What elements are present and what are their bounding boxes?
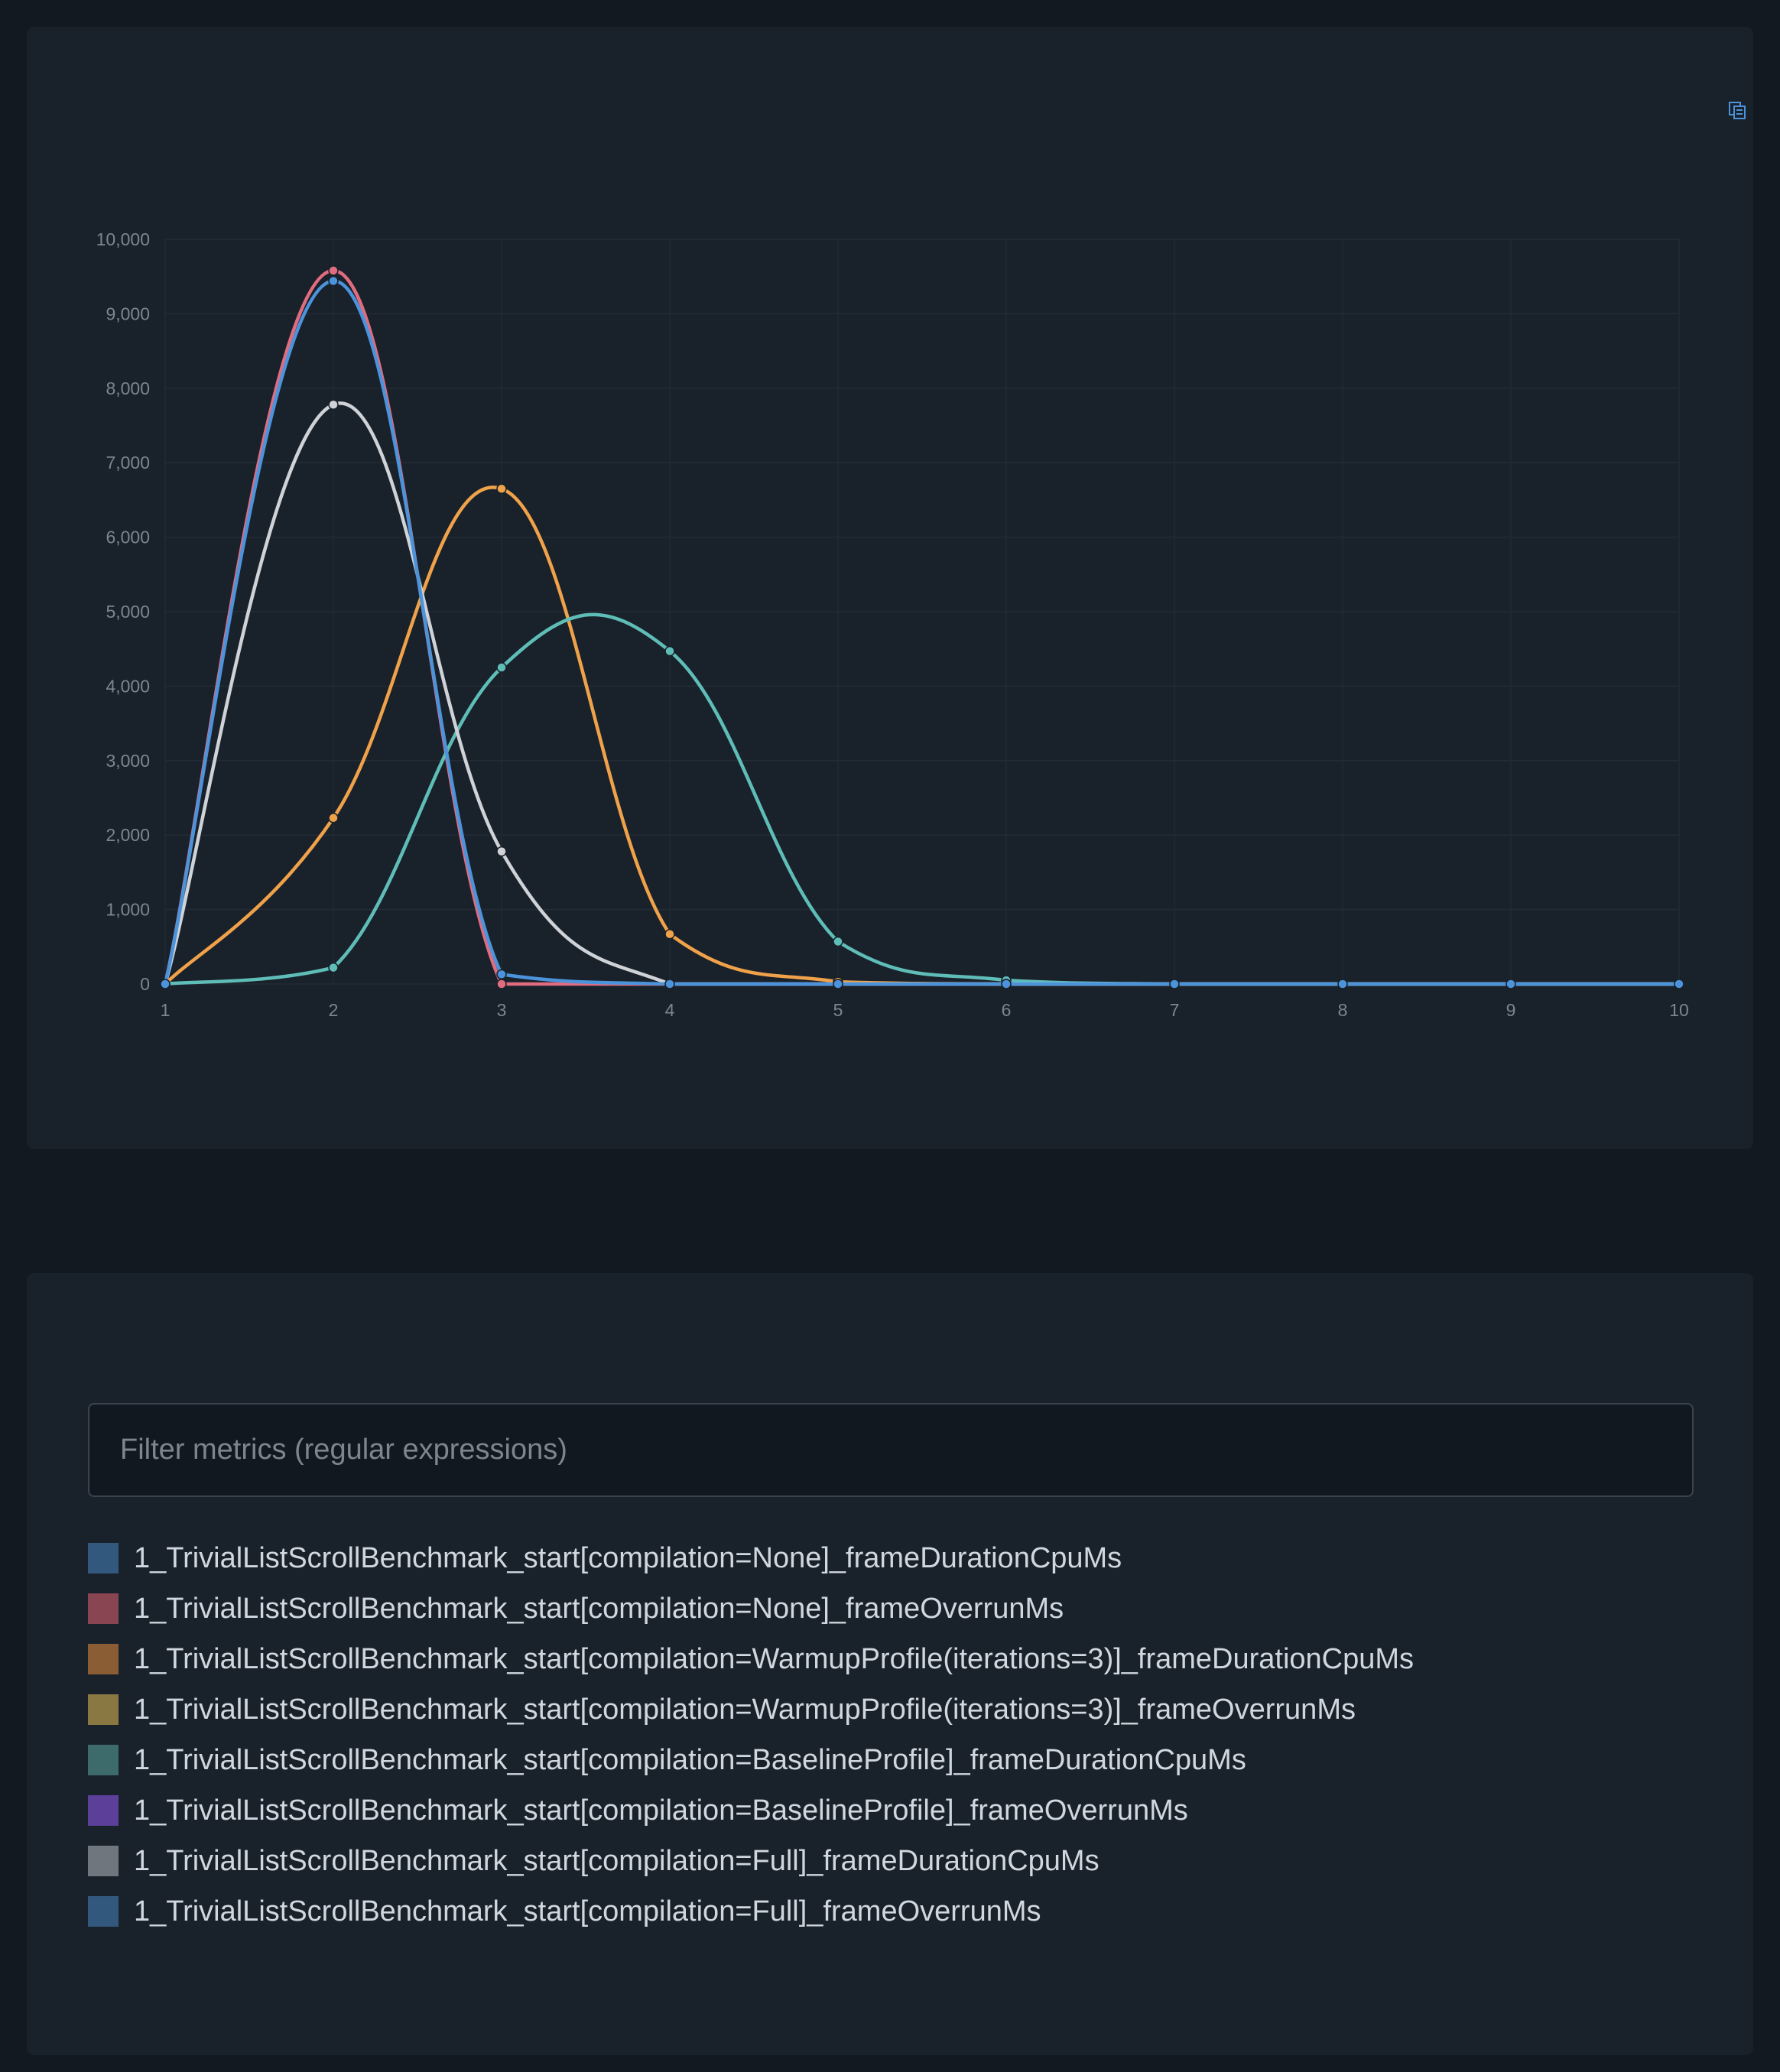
metrics-legend: 1_TrivialListScrollBenchmark_start[compi…: [88, 1533, 1414, 1937]
y-tick-label: 3,000: [106, 751, 150, 771]
legend-swatch[interactable]: [88, 1745, 119, 1775]
series-line: [163, 401, 1679, 986]
data-point: [328, 399, 339, 410]
data-point: [664, 928, 675, 940]
series-line: [164, 612, 1679, 986]
x-tick-label: 6: [1002, 1000, 1012, 1020]
data-point: [833, 979, 843, 989]
legend-label: 1_TrivialListScrollBenchmark_start[compi…: [134, 1844, 1100, 1877]
chart-panel: 0 1,000 2,000 3,000 4,000 5,000 6,000 7,000 8,00…: [27, 27, 1753, 1149]
data-point: [664, 979, 675, 989]
x-tick-label: 5: [833, 1000, 843, 1020]
legend-swatch[interactable]: [88, 1694, 119, 1725]
y-tick-label: 4,000: [106, 676, 150, 696]
legend-label: 1_TrivialListScrollBenchmark_start[compi…: [134, 1743, 1246, 1776]
data-point: [496, 979, 507, 989]
legend-label: 1_TrivialListScrollBenchmark_start[compi…: [134, 1592, 1064, 1625]
x-tick-label: 7: [1170, 1000, 1180, 1020]
x-tick-label: 8: [1338, 1000, 1348, 1020]
y-tick-label: 5,000: [106, 602, 150, 622]
data-point: [1001, 979, 1012, 989]
x-tick-label: 2: [329, 1000, 339, 1020]
data-point: [1674, 979, 1684, 989]
y-tick-label: 6,000: [106, 528, 150, 547]
x-tick-label: 9: [1506, 1000, 1516, 1020]
filter-metrics-input[interactable]: [88, 1403, 1694, 1497]
legend-swatch[interactable]: [88, 1644, 119, 1674]
legend-swatch[interactable]: [88, 1543, 119, 1573]
legend-item[interactable]: 1_TrivialListScrollBenchmark_start[compi…: [88, 1533, 1414, 1583]
data-point: [160, 979, 171, 989]
y-tick-label: 8,000: [106, 378, 150, 398]
legend-label: 1_TrivialListScrollBenchmark_start[compi…: [134, 1794, 1188, 1827]
data-point: [496, 846, 507, 857]
line-chart: 0 1,000 2,000 3,000 4,000 5,000 6,000 7,000 8,00…: [96, 229, 1689, 1020]
metrics-panel: 1_TrivialListScrollBenchmark_start[compi…: [27, 1273, 1753, 2055]
data-point: [1337, 979, 1348, 989]
y-tick-label: 0: [140, 974, 150, 994]
data-point: [328, 813, 339, 823]
data-point: [328, 275, 339, 287]
legend-item[interactable]: 1_TrivialListScrollBenchmark_start[compi…: [88, 1583, 1414, 1634]
legend-label: 1_TrivialListScrollBenchmark_start[compi…: [134, 1895, 1041, 1927]
y-tick-label: 1,000: [106, 900, 150, 920]
legend-item[interactable]: 1_TrivialListScrollBenchmark_start[compi…: [88, 1634, 1414, 1684]
legend-label: 1_TrivialListScrollBenchmark_start[compi…: [134, 1642, 1415, 1675]
y-tick-label: 7,000: [106, 453, 150, 473]
legend-swatch[interactable]: [88, 1593, 119, 1624]
x-tick-label: 10: [1669, 1000, 1689, 1020]
data-point: [496, 483, 507, 495]
legend-item[interactable]: 1_TrivialListScrollBenchmark_start[compi…: [88, 1836, 1414, 1886]
data-point: [496, 662, 507, 673]
x-tick-label: 4: [665, 1000, 675, 1020]
data-point: [328, 962, 339, 973]
y-tick-label: 10,000: [96, 229, 150, 249]
x-tick-label: 1: [161, 1000, 171, 1020]
data-point: [496, 969, 507, 980]
legend-swatch[interactable]: [88, 1795, 119, 1826]
legend-item[interactable]: 1_TrivialListScrollBenchmark_start[compi…: [88, 1886, 1414, 1937]
legend-item[interactable]: 1_TrivialListScrollBenchmark_start[compi…: [88, 1735, 1414, 1785]
data-point: [328, 265, 339, 276]
y-tick-label: 9,000: [106, 304, 150, 323]
x-tick-label: 3: [497, 1000, 507, 1020]
legend-label: 1_TrivialListScrollBenchmark_start[compi…: [134, 1541, 1122, 1574]
legend-item[interactable]: 1_TrivialListScrollBenchmark_start[compi…: [88, 1684, 1414, 1735]
series-line: [163, 279, 1679, 986]
data-point: [833, 936, 843, 947]
legend-item[interactable]: 1_TrivialListScrollBenchmark_start[compi…: [88, 1785, 1414, 1836]
copy-icon[interactable]: [1726, 99, 1748, 121]
legend-label: 1_TrivialListScrollBenchmark_start[compi…: [134, 1693, 1356, 1726]
y-tick-label: 2,000: [106, 825, 150, 845]
legend-swatch[interactable]: [88, 1846, 119, 1876]
data-point: [1169, 979, 1180, 989]
data-point: [1506, 979, 1516, 989]
legend-swatch[interactable]: [88, 1896, 119, 1927]
data-point: [664, 645, 675, 657]
